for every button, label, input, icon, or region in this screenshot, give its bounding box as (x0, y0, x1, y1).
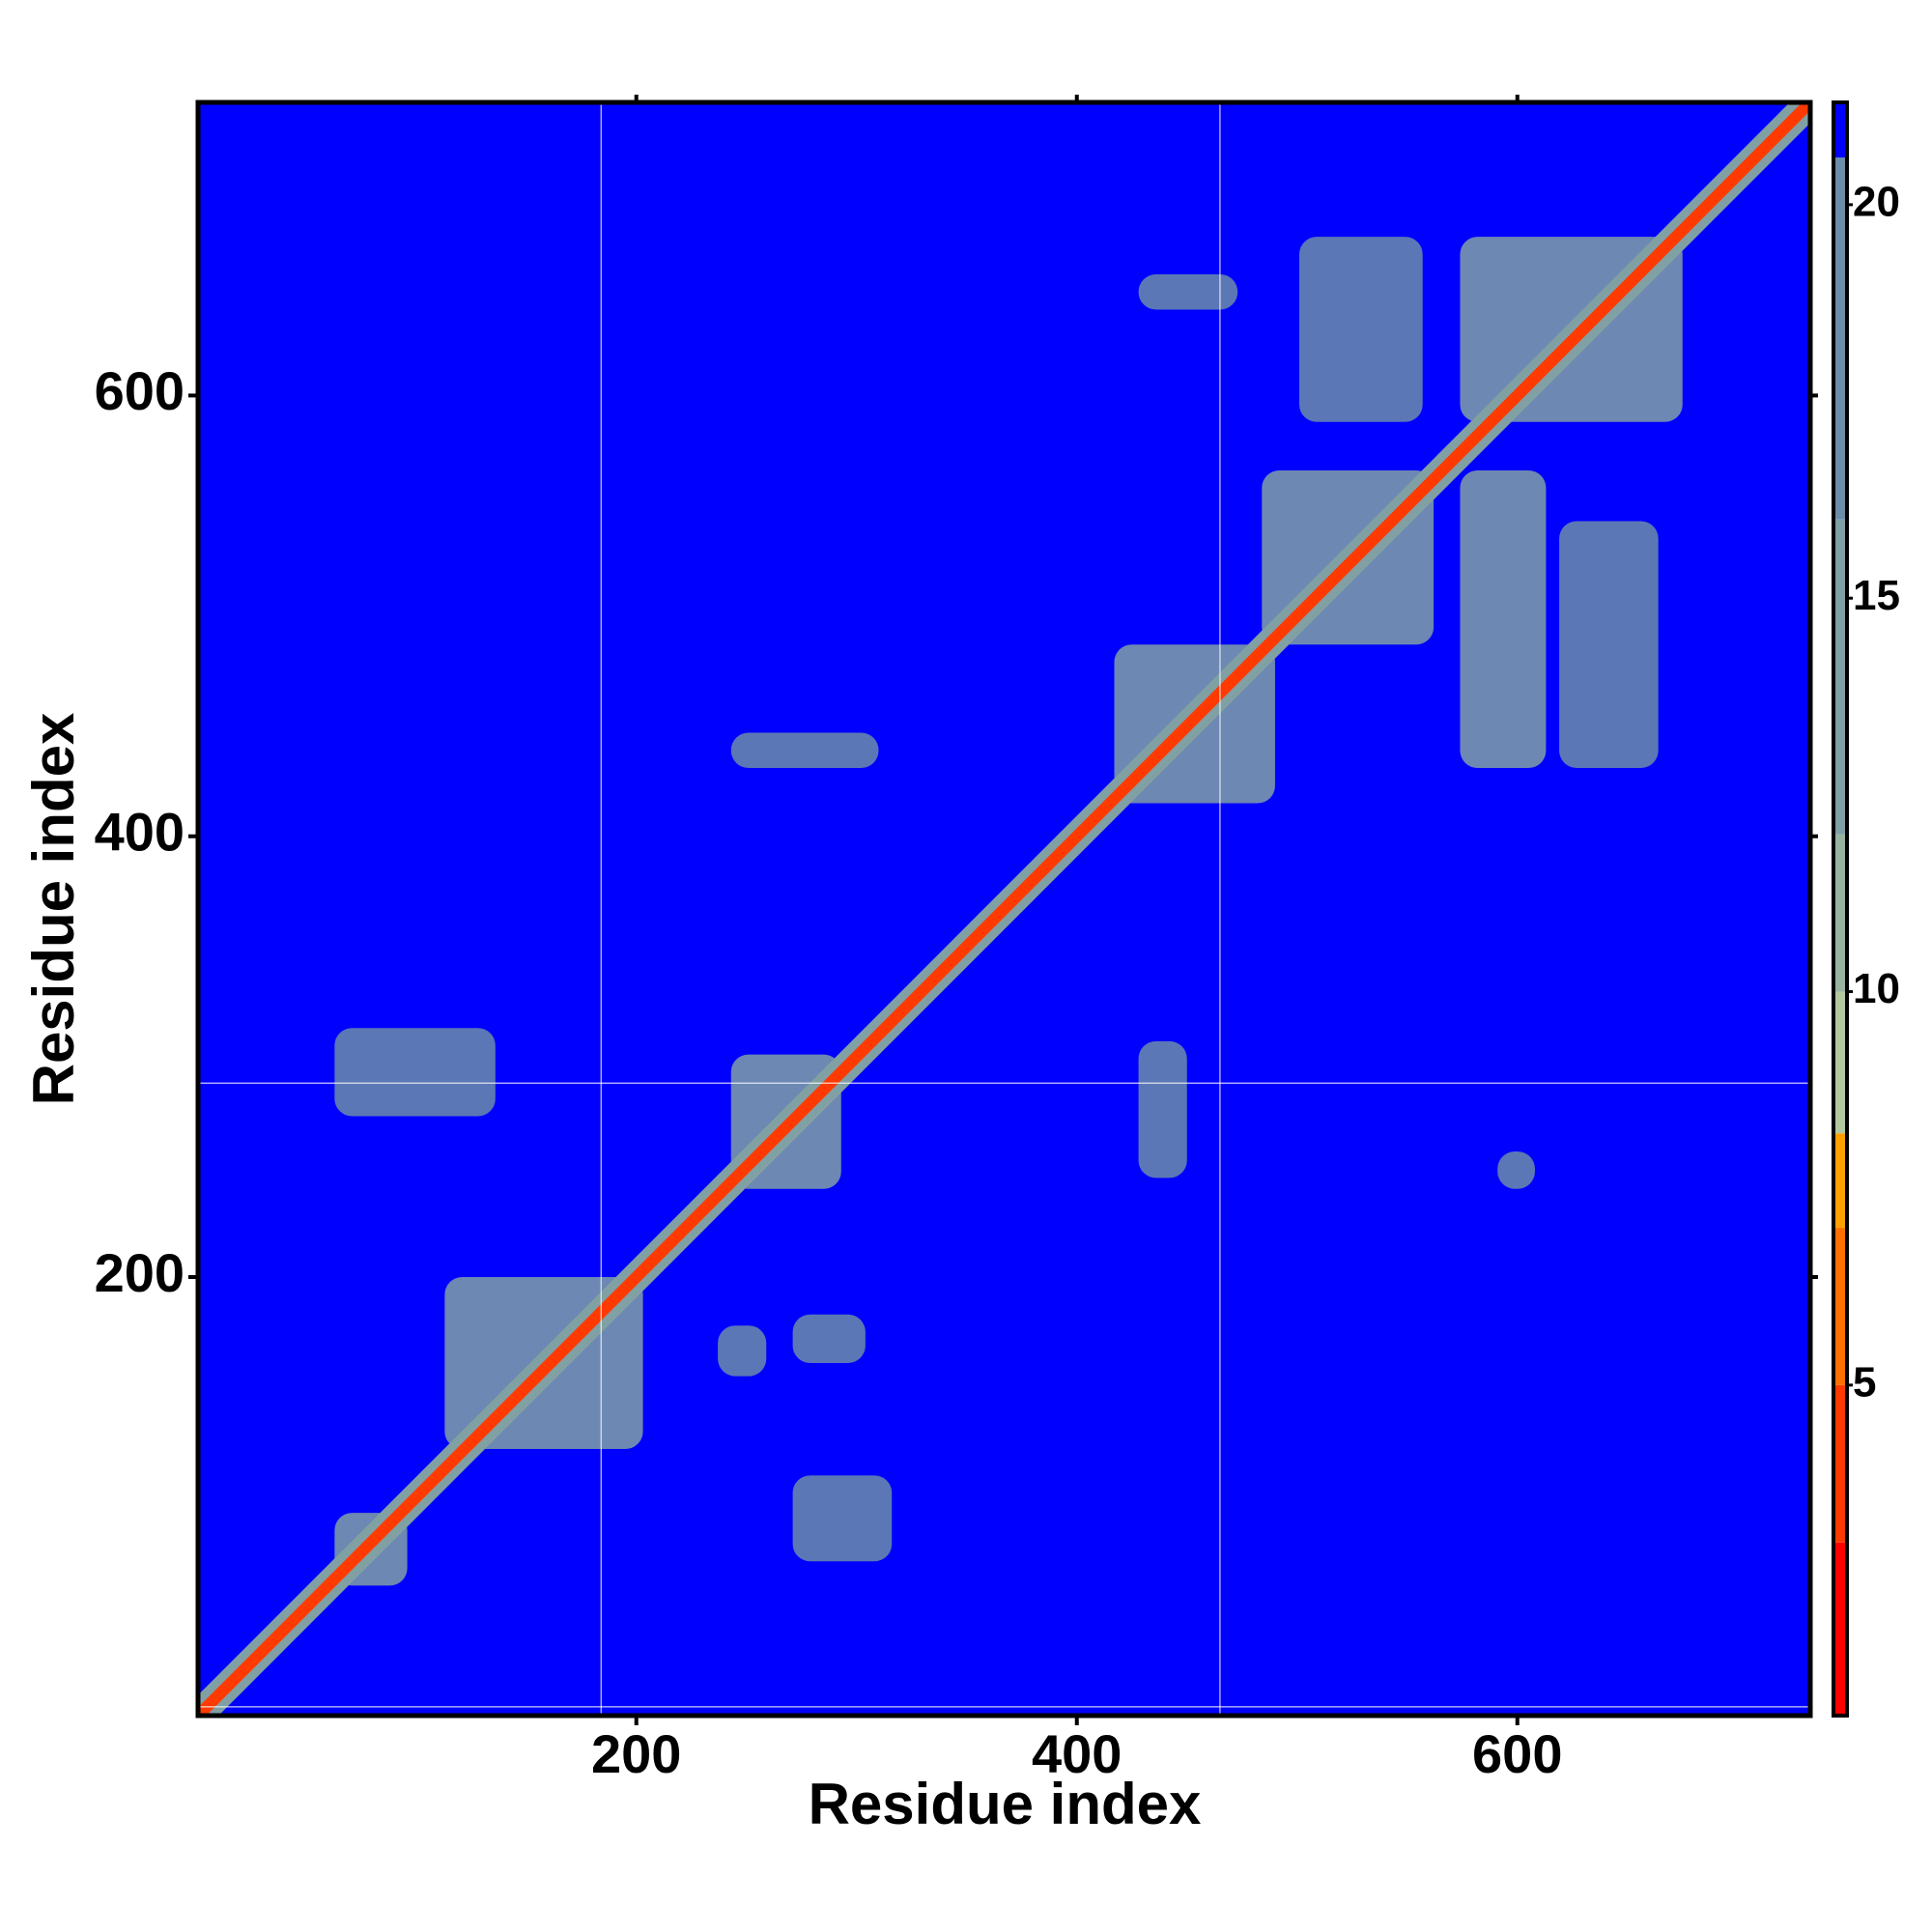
diagonal (198, 102, 1810, 1716)
colorbar-tick-label: 5 (1853, 1358, 1876, 1406)
x-axis-label: Residue index (809, 1772, 1202, 1836)
y-tick-label: 600 (95, 360, 185, 421)
colorbar-segment (1833, 1133, 1847, 1228)
contact-block (1497, 1151, 1535, 1189)
colorbar-tick-label: 20 (1853, 179, 1900, 226)
colorbar-segment (1833, 834, 1847, 992)
contact-block (730, 732, 879, 768)
colorbar-tick-label: 10 (1853, 965, 1900, 1012)
contact-block (1460, 469, 1547, 768)
colorbar-tick-label: 15 (1853, 572, 1900, 619)
colorbar-segment (1833, 157, 1847, 520)
colorbar-segment (1833, 1542, 1847, 1716)
contact-block (334, 1028, 496, 1117)
y-tick-label: 200 (95, 1242, 185, 1303)
colorbar-segment (1833, 1384, 1847, 1543)
contact-block (1299, 237, 1423, 422)
contact-block (1138, 1040, 1187, 1179)
contact-block (792, 1475, 893, 1562)
y-axis-label: Residue index (21, 713, 86, 1106)
x-tick-label: 400 (1032, 1723, 1122, 1784)
colorbar-segment (1833, 991, 1847, 1134)
colorbar-segment (1833, 1227, 1847, 1385)
contact-block (1559, 521, 1659, 768)
colorbar-segment (1833, 519, 1847, 835)
contact-block (792, 1314, 866, 1363)
x-tick-label: 600 (1472, 1723, 1562, 1784)
x-tick-label: 200 (591, 1723, 681, 1784)
colorbar-segment (1833, 102, 1847, 158)
contact-block (1138, 273, 1238, 310)
colorbar-border (1832, 100, 1849, 1718)
contact-block (718, 1325, 767, 1377)
plot-border (195, 99, 1813, 1719)
plot-area (198, 102, 1810, 1716)
y-tick-label: 400 (95, 802, 185, 863)
